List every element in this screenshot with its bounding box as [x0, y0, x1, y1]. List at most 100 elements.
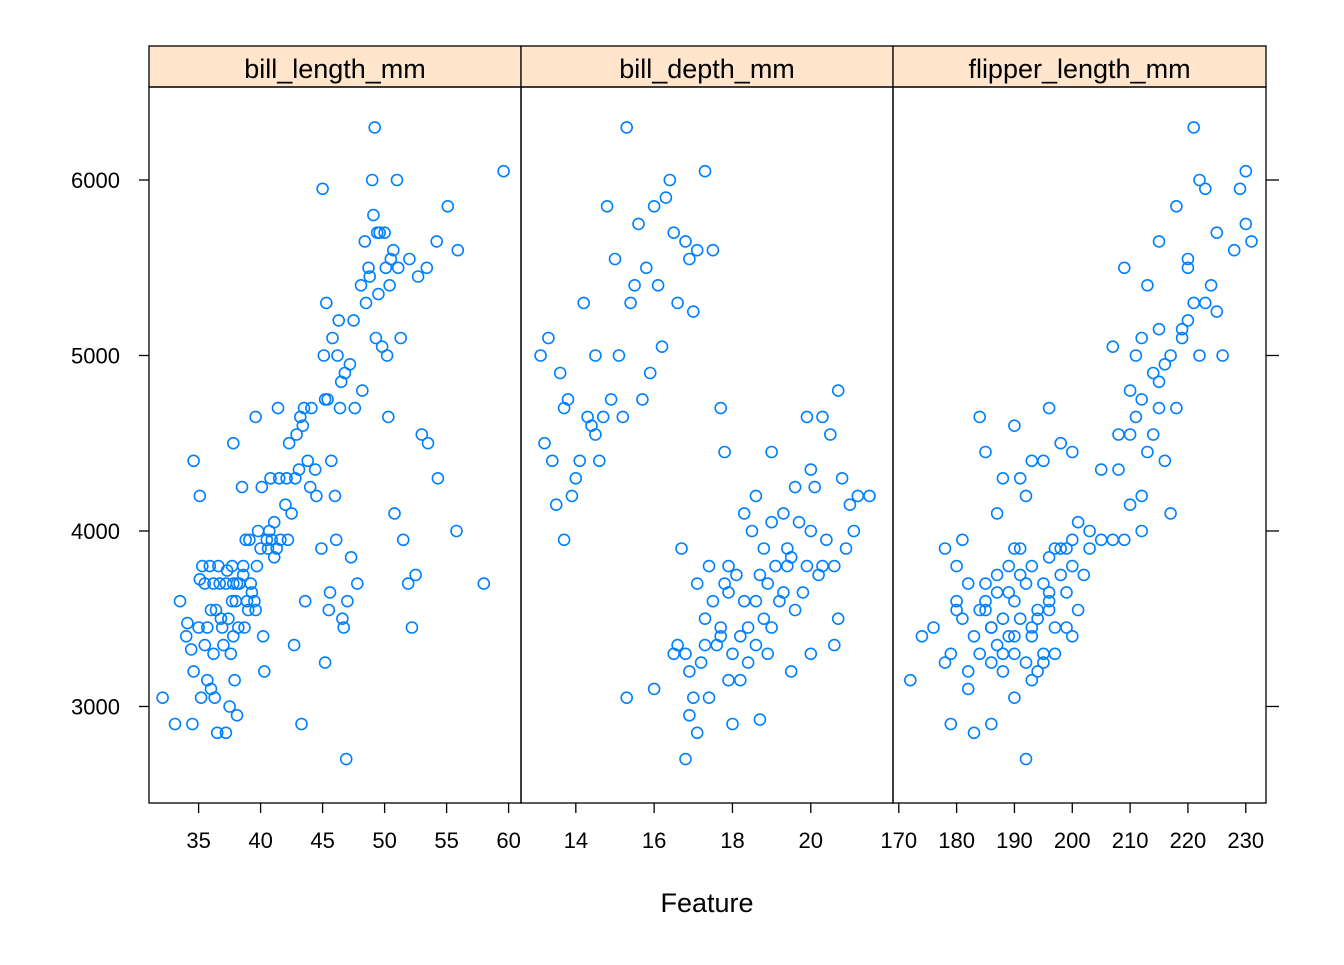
- data-point: [1227, 243, 1241, 257]
- data-point: [450, 524, 463, 538]
- data-point: [1048, 647, 1062, 661]
- data-point: [765, 515, 778, 529]
- data-point: [808, 480, 822, 494]
- data-point: [343, 357, 357, 371]
- data-point: [938, 656, 952, 669]
- data-point: [984, 621, 998, 634]
- data-point: [318, 656, 332, 669]
- data-point: [315, 542, 328, 555]
- data-point: [679, 647, 692, 661]
- data-point: [984, 717, 998, 731]
- data-point: [295, 717, 308, 731]
- data-point: [1060, 542, 1073, 555]
- points-bill_length_mm: [156, 121, 510, 766]
- data-point: [232, 621, 245, 634]
- data-point: [243, 533, 256, 547]
- data-point: [251, 524, 265, 538]
- data-point: [542, 331, 555, 345]
- data-point: [753, 568, 767, 582]
- data-point: [1141, 278, 1154, 292]
- data-point: [1008, 542, 1021, 555]
- data-point: [201, 621, 214, 634]
- x-axis-title: Feature: [660, 888, 753, 918]
- data-point: [451, 243, 465, 257]
- data-point: [1013, 471, 1027, 485]
- data-point: [363, 270, 377, 283]
- data-point: [777, 586, 790, 599]
- data-point: [354, 278, 368, 292]
- data-point: [213, 577, 226, 590]
- data-point: [967, 629, 981, 643]
- data-point: [274, 533, 287, 547]
- data-point: [1013, 568, 1027, 582]
- data-point: [238, 621, 251, 634]
- data-point: [722, 586, 735, 599]
- panel-bill_depth_mm: bill_depth_mm 14 16 18 20: [520, 45, 894, 853]
- data-point: [765, 445, 778, 459]
- data-point: [250, 559, 264, 573]
- data-point: [1112, 428, 1125, 441]
- data-point: [405, 621, 419, 634]
- data-point: [1239, 164, 1253, 178]
- data-point: [753, 713, 767, 726]
- data-point: [534, 349, 547, 362]
- data-point: [1129, 349, 1143, 362]
- data-point: [477, 577, 491, 590]
- data-point: [368, 121, 382, 134]
- data-point: [973, 603, 987, 617]
- data-point: [733, 629, 747, 643]
- data-point: [305, 401, 318, 415]
- data-point: [235, 480, 249, 494]
- data-point: [996, 665, 1010, 678]
- data-point: [827, 638, 841, 652]
- data-point: [373, 226, 386, 239]
- data-point: [961, 665, 975, 678]
- data-point: [683, 252, 696, 266]
- data-point: [219, 726, 233, 740]
- data-point: [573, 454, 587, 468]
- data-point: [248, 594, 261, 608]
- data-point: [1002, 586, 1016, 599]
- data-point: [843, 498, 857, 512]
- data-point: [730, 568, 743, 582]
- data-point: [698, 164, 712, 178]
- data-point: [737, 594, 751, 608]
- data-point: [706, 243, 720, 257]
- data-point: [831, 384, 845, 397]
- data-point: [1037, 656, 1050, 669]
- y-axis-right: [1266, 179, 1279, 708]
- data-point: [1042, 603, 1056, 617]
- x-tick-label: 14: [564, 828, 588, 853]
- data-point: [359, 296, 373, 310]
- data-point: [388, 507, 401, 520]
- data-point: [239, 533, 252, 547]
- data-point: [636, 393, 649, 406]
- data-point: [996, 612, 1010, 626]
- data-point: [538, 436, 551, 450]
- panel-bill_length_mm: bill_length_mm 35 40 45 50 55 60: [148, 45, 522, 853]
- data-point: [553, 366, 567, 380]
- data-point: [745, 524, 759, 538]
- data-point: [198, 638, 212, 652]
- y-tick-label: 3000: [71, 694, 120, 719]
- data-point: [788, 480, 802, 494]
- data-point: [1025, 454, 1039, 468]
- data-point: [390, 173, 404, 187]
- data-point: [1031, 665, 1044, 678]
- x-tick-label: 55: [434, 828, 458, 853]
- data-point: [156, 691, 169, 705]
- x-tick-label: 60: [496, 828, 520, 853]
- data-point: [1152, 322, 1166, 336]
- data-point: [267, 550, 281, 564]
- data-point: [1019, 656, 1033, 669]
- data-point: [961, 577, 975, 590]
- data-point: [301, 454, 315, 468]
- data-point: [1239, 217, 1253, 231]
- data-point: [714, 401, 728, 415]
- data-point: [722, 559, 735, 573]
- data-point: [249, 410, 262, 424]
- data-point: [990, 586, 1004, 599]
- data-point: [675, 542, 688, 555]
- data-point: [403, 252, 416, 266]
